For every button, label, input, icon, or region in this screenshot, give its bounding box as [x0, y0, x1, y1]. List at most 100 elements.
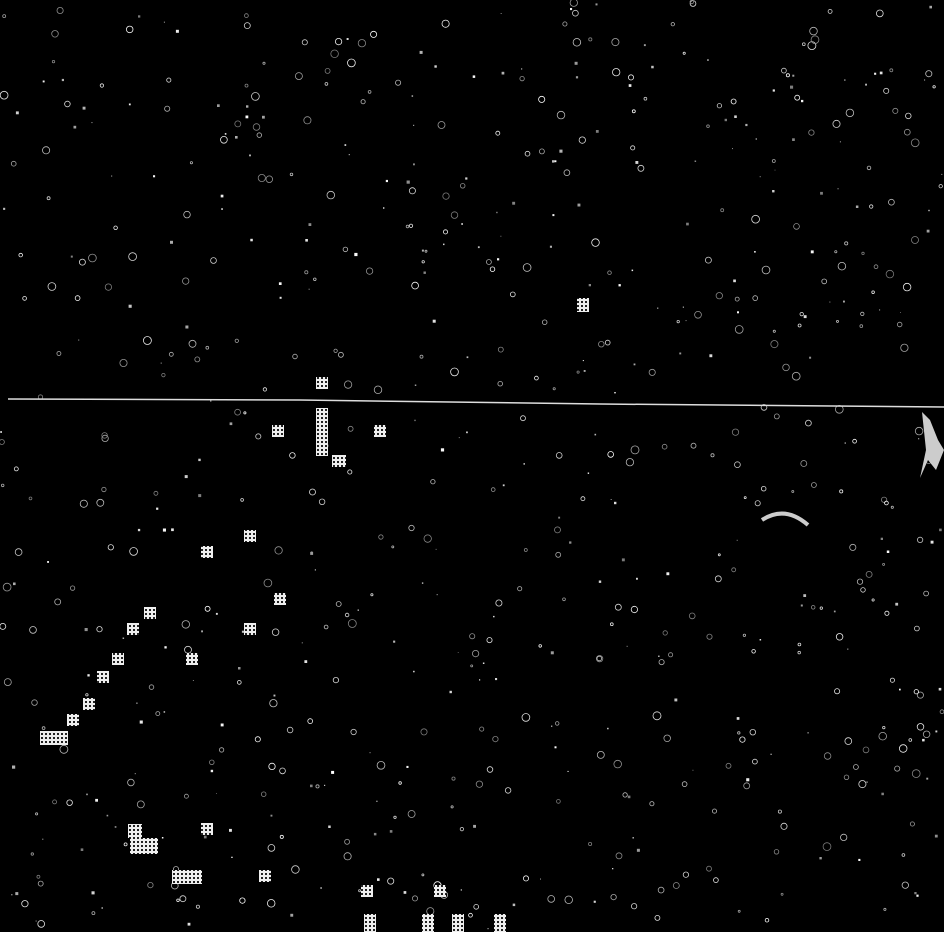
speck — [843, 301, 845, 303]
speck — [304, 660, 307, 663]
speck — [734, 115, 737, 118]
speck — [775, 170, 776, 171]
speck — [354, 253, 357, 256]
speck — [473, 75, 476, 78]
speck — [279, 282, 282, 285]
speck — [347, 38, 349, 40]
speck — [683, 307, 684, 308]
speck — [437, 594, 438, 595]
speck — [81, 848, 84, 851]
speck — [36, 921, 37, 922]
speck — [927, 230, 930, 233]
speck — [390, 830, 393, 833]
speck — [309, 289, 310, 290]
grid-block — [364, 914, 376, 932]
speck — [707, 59, 709, 61]
speck — [845, 442, 846, 443]
speck — [161, 363, 162, 364]
speck — [441, 448, 444, 451]
speck — [614, 502, 616, 504]
speck — [310, 785, 313, 788]
speck — [230, 422, 233, 425]
grid-block — [127, 623, 139, 635]
speck — [803, 594, 806, 597]
speck — [807, 732, 808, 733]
speck — [129, 305, 132, 308]
speck — [328, 826, 331, 829]
speck — [495, 678, 497, 680]
speck — [733, 280, 736, 283]
speck — [459, 437, 460, 438]
speck — [568, 771, 569, 772]
speck — [324, 785, 325, 786]
speck — [594, 901, 596, 903]
speck — [879, 310, 880, 311]
speck — [614, 392, 615, 393]
speck — [216, 613, 218, 615]
speck — [87, 674, 89, 676]
grid-block — [244, 530, 256, 542]
speck — [929, 6, 932, 9]
speck — [345, 144, 347, 146]
speck — [551, 726, 552, 727]
grid-block — [201, 546, 213, 558]
speck — [231, 857, 232, 858]
speck — [622, 558, 625, 561]
speck — [404, 891, 407, 894]
speck — [413, 163, 415, 165]
speck — [559, 150, 562, 153]
speck — [424, 272, 426, 274]
grid-block — [332, 455, 346, 467]
speck — [483, 663, 485, 665]
speck — [331, 771, 334, 774]
speck — [931, 541, 934, 544]
speck — [644, 44, 646, 46]
speck — [922, 739, 925, 742]
speck — [242, 631, 244, 633]
speck — [92, 891, 95, 894]
speck — [555, 160, 557, 162]
speck — [693, 770, 694, 771]
speck — [111, 176, 112, 177]
speck — [737, 540, 738, 541]
grid-block — [144, 607, 156, 619]
grid-block — [494, 914, 506, 932]
grid-block — [186, 653, 198, 665]
speck — [13, 583, 16, 586]
speck — [627, 646, 628, 647]
speck — [386, 180, 388, 182]
speck — [461, 889, 462, 890]
grid-block — [130, 838, 158, 854]
speck — [619, 284, 621, 286]
grid-block — [316, 377, 328, 389]
speck — [501, 13, 502, 14]
speck — [140, 721, 143, 724]
speck — [513, 904, 516, 907]
speck — [558, 517, 560, 519]
speck — [501, 236, 502, 237]
speck — [820, 192, 823, 195]
speck — [42, 839, 43, 840]
grid-block — [128, 824, 142, 838]
grid-block — [83, 698, 95, 710]
speck — [349, 154, 350, 155]
speck — [62, 79, 64, 81]
speck — [628, 796, 631, 799]
speck — [433, 320, 436, 323]
speck — [737, 717, 740, 720]
speck — [725, 119, 727, 121]
grid-block — [67, 714, 79, 726]
speck — [865, 84, 867, 86]
speck — [376, 801, 377, 802]
grid-block — [452, 914, 464, 932]
speck — [198, 494, 201, 497]
grid-block — [172, 870, 202, 884]
speck — [138, 15, 140, 17]
speck — [358, 610, 359, 611]
speck — [235, 136, 238, 139]
speck — [760, 176, 761, 177]
speck — [162, 837, 164, 839]
speck — [123, 638, 125, 640]
speck — [91, 122, 92, 123]
speck — [732, 148, 733, 149]
